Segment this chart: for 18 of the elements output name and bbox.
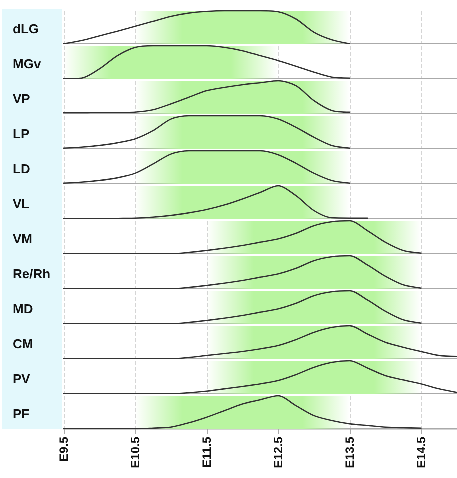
text: PF [13, 406, 30, 422]
x-tick-label: E13.5 [342, 436, 357, 468]
text: VM [13, 232, 32, 246]
x-tick-label: E11.5 [200, 436, 214, 468]
text: MGv [13, 56, 42, 72]
text: LP [13, 126, 30, 142]
x-tick-label: E10.5 [128, 436, 142, 468]
text: Re/Rh [13, 266, 51, 282]
x-tick-label: E14.5 [414, 436, 428, 468]
text: VP [13, 92, 31, 106]
text: LD [13, 162, 30, 176]
text: PV [13, 372, 31, 386]
text: dLG [13, 22, 39, 36]
text: MD [13, 302, 34, 316]
text: CM [13, 336, 34, 352]
x-tick-label: E12.5 [271, 436, 286, 468]
text: VL [13, 196, 30, 212]
x-tick-label: E9.5 [57, 436, 71, 462]
